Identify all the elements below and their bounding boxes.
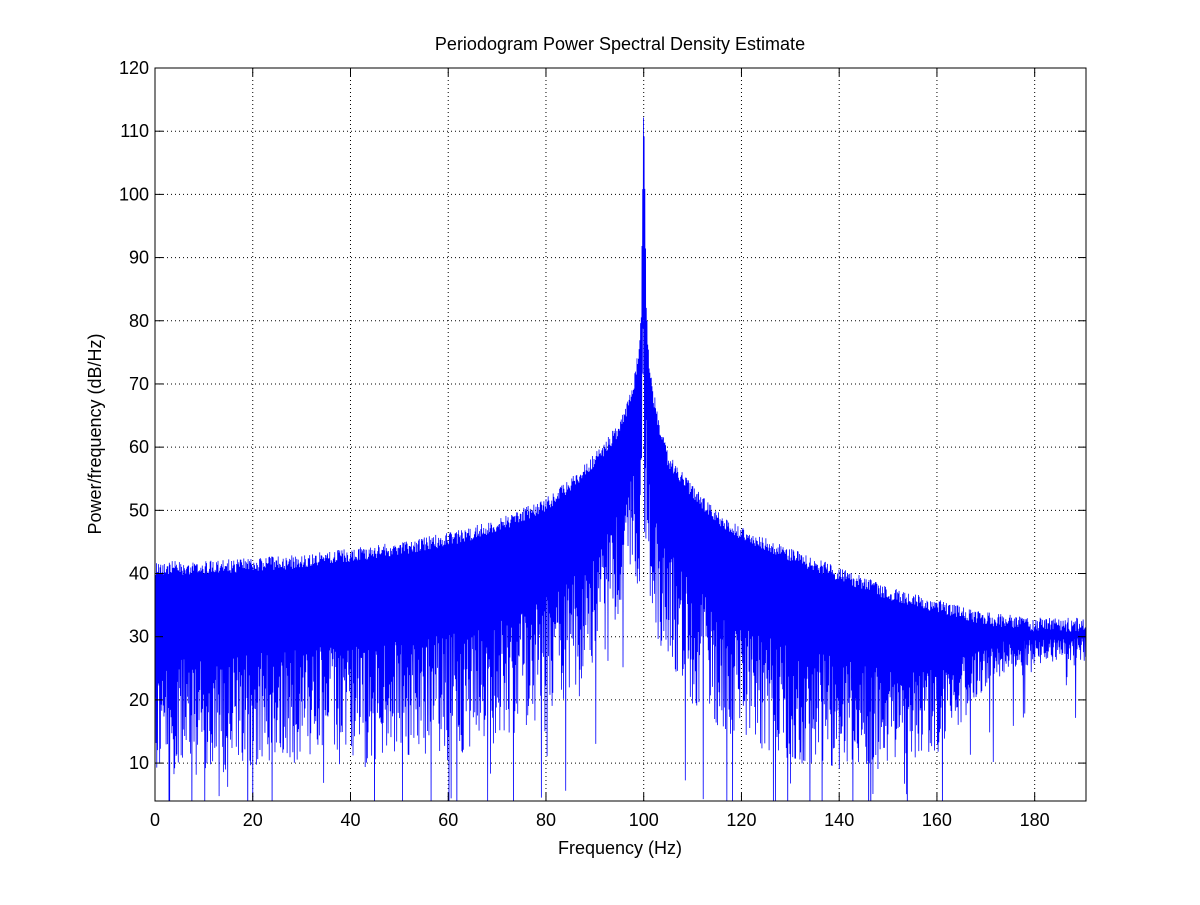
y-tick-label: 30 (129, 627, 149, 647)
y-tick-label: 110 (120, 121, 149, 141)
x-tick-label: 140 (824, 810, 854, 830)
x-tick-label: 180 (1020, 810, 1050, 830)
y-tick-label: 100 (119, 184, 149, 204)
x-tick-label: 80 (536, 810, 556, 830)
x-tick-label: 0 (150, 810, 160, 830)
y-tick-label: 50 (129, 500, 149, 520)
psd-series-line (155, 117, 1086, 801)
plot-area (155, 117, 1086, 801)
x-tick-label: 20 (243, 810, 263, 830)
y-tick-labels: 10 20 30 40 50 60 70 80 90 100 110 120 (119, 58, 149, 773)
y-tick-label: 60 (129, 437, 149, 457)
y-tick-label: 20 (129, 690, 149, 710)
axes-box (154, 67, 1087, 802)
y-tick-label: 120 (119, 58, 149, 78)
y-tick-label: 70 (129, 374, 149, 394)
x-tick-label: 120 (726, 810, 756, 830)
y-axis-label: Power/frequency (dB/Hz) (85, 333, 105, 534)
chart-title: Periodogram Power Spectral Density Estim… (435, 34, 805, 54)
y-tick-label: 80 (129, 311, 149, 331)
x-tick-label: 100 (629, 810, 659, 830)
x-tick-label: 160 (922, 810, 952, 830)
x-tick-label: 40 (340, 810, 360, 830)
x-tick-label: 60 (438, 810, 458, 830)
x-axis-label: Frequency (Hz) (558, 838, 682, 858)
y-tick-label: 10 (129, 753, 149, 773)
x-tick-labels: 0 20 40 60 80 100 120 140 160 180 (150, 810, 1050, 830)
y-tick-label: 40 (129, 564, 149, 584)
ticks (154, 67, 1086, 801)
y-tick-label: 90 (129, 248, 149, 268)
